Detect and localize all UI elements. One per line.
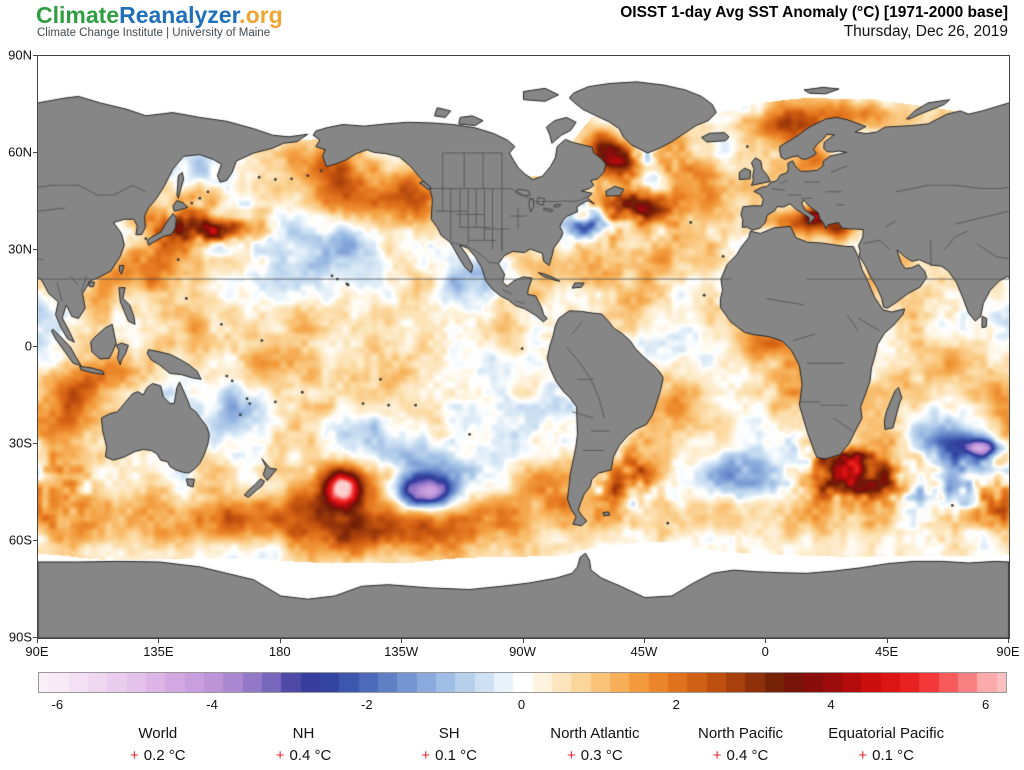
stat-region-label: North Atlantic <box>550 725 640 742</box>
lat-tick-60S: 60S <box>8 532 32 548</box>
stat-value: +0.3 °C <box>522 747 668 764</box>
stat-region-label: North Pacific <box>698 725 784 742</box>
region-anomaly-stats: World +0.2 °C NH +0.4 °C SH +0.1 °C North Atla… <box>85 725 959 764</box>
stat-degrees: 0.2 °C <box>143 747 186 764</box>
lat-tick-90S: 90S <box>8 629 32 645</box>
lat-tick-60N: 60N <box>8 144 32 160</box>
stat-region-label: Equatorial Pacific <box>828 725 945 742</box>
stat-nh: NH +0.4 °C <box>231 725 377 764</box>
lat-tick-30N: 30N <box>8 241 32 257</box>
colorbar-tick-4: 4 <box>827 697 835 712</box>
stat-value: +0.4 °C <box>668 747 814 764</box>
lon-tick-0: 0 <box>761 644 769 659</box>
colorbar-tick-2: 2 <box>672 697 680 712</box>
site-logo[interactable]: ClimateReanalyzer.org <box>36 2 283 29</box>
map-title: OISST 1-day Avg SST Anomaly (°C) [1971-2… <box>620 4 1008 21</box>
lon-tickmark <box>279 638 281 643</box>
lat-tick-30S: 30S <box>8 435 32 451</box>
logo-part-org: .org <box>239 2 283 28</box>
logo-subtitle: Climate Change Institute | University of… <box>37 27 271 39</box>
stat-value: +0.1 °C <box>376 747 522 764</box>
lat-tickmark <box>33 443 38 444</box>
lon-tick-135E: 135E <box>143 644 174 659</box>
lon-tickmark <box>37 638 38 643</box>
stat-value: +0.1 °C <box>813 747 959 764</box>
lon-tickmark <box>158 638 160 643</box>
colorbar-gradient <box>39 673 1006 692</box>
lon-tickmark <box>765 638 767 643</box>
stat-north-atlantic: North Atlantic +0.3 °C <box>522 725 668 764</box>
colorbar-tick-0: 0 <box>517 697 526 712</box>
lon-tick-90W: 90W <box>509 644 536 659</box>
lon-tickmark <box>1008 638 1009 643</box>
lon-tickmark <box>522 638 524 643</box>
lon-tick-135W: 135W <box>384 644 419 659</box>
colorbar <box>38 672 1007 693</box>
stat-region-label: NH <box>292 725 315 742</box>
lat-tickmark <box>33 346 38 347</box>
stat-value: +0.4 °C <box>231 747 377 764</box>
stat-world: World +0.2 °C <box>85 725 231 764</box>
plus-sign: + <box>421 747 431 764</box>
lon-tick-90E: 90E <box>996 644 1020 659</box>
stat-region-label: SH <box>438 725 460 742</box>
colorbar-tick-6: 6 <box>982 697 990 712</box>
world-map-plot <box>37 55 1010 639</box>
plus-sign: + <box>130 747 139 764</box>
lon-tickmark <box>886 638 888 643</box>
lat-tickmark <box>33 152 38 153</box>
stat-degrees: 0.3 °C <box>580 747 623 764</box>
stat-region-label: World <box>138 725 178 742</box>
lat-tickmark <box>33 55 38 56</box>
lat-tick-90N: 90N <box>8 47 32 63</box>
lon-tick-45E: 45E <box>875 644 899 659</box>
lat-tickmark <box>33 637 38 638</box>
plus-sign: + <box>567 747 576 764</box>
plus-sign: + <box>858 747 868 764</box>
stat-equatorial-pacific: Equatorial Pacific +0.1 °C <box>813 725 959 764</box>
colorbar-tick--6: -6 <box>51 697 64 712</box>
stat-north-pacific: North Pacific +0.4 °C <box>668 725 814 764</box>
lon-tick-45W: 45W <box>630 644 658 659</box>
sst-anomaly-map-canvas <box>38 56 1009 638</box>
lon-tickmark <box>401 638 403 643</box>
stat-degrees: 0.4 °C <box>726 747 769 764</box>
lat-tickmark <box>33 540 38 541</box>
lon-tickmark <box>643 638 645 643</box>
colorbar-tick--4: -4 <box>206 697 218 712</box>
stat-degrees: 0.4 °C <box>289 747 332 764</box>
stat-degrees: 0.1 °C <box>872 747 914 764</box>
logo-part-climate: Climate <box>36 2 120 28</box>
lat-tickmark <box>33 249 38 250</box>
plus-sign: + <box>712 747 722 764</box>
map-date: Thursday, Dec 26, 2019 <box>843 23 1008 40</box>
lon-tick-180: 180 <box>268 644 291 659</box>
lat-tick-0: 0 <box>24 338 32 354</box>
colorbar-tick--2: -2 <box>360 697 373 712</box>
stat-value: +0.2 °C <box>85 747 231 764</box>
stat-sh: SH +0.1 °C <box>376 725 522 764</box>
logo-part-reanalyzer: Reanalyzer <box>119 2 240 28</box>
stat-degrees: 0.1 °C <box>435 747 477 764</box>
lon-tick-90E: 90E <box>25 644 49 659</box>
plus-sign: + <box>275 747 285 764</box>
